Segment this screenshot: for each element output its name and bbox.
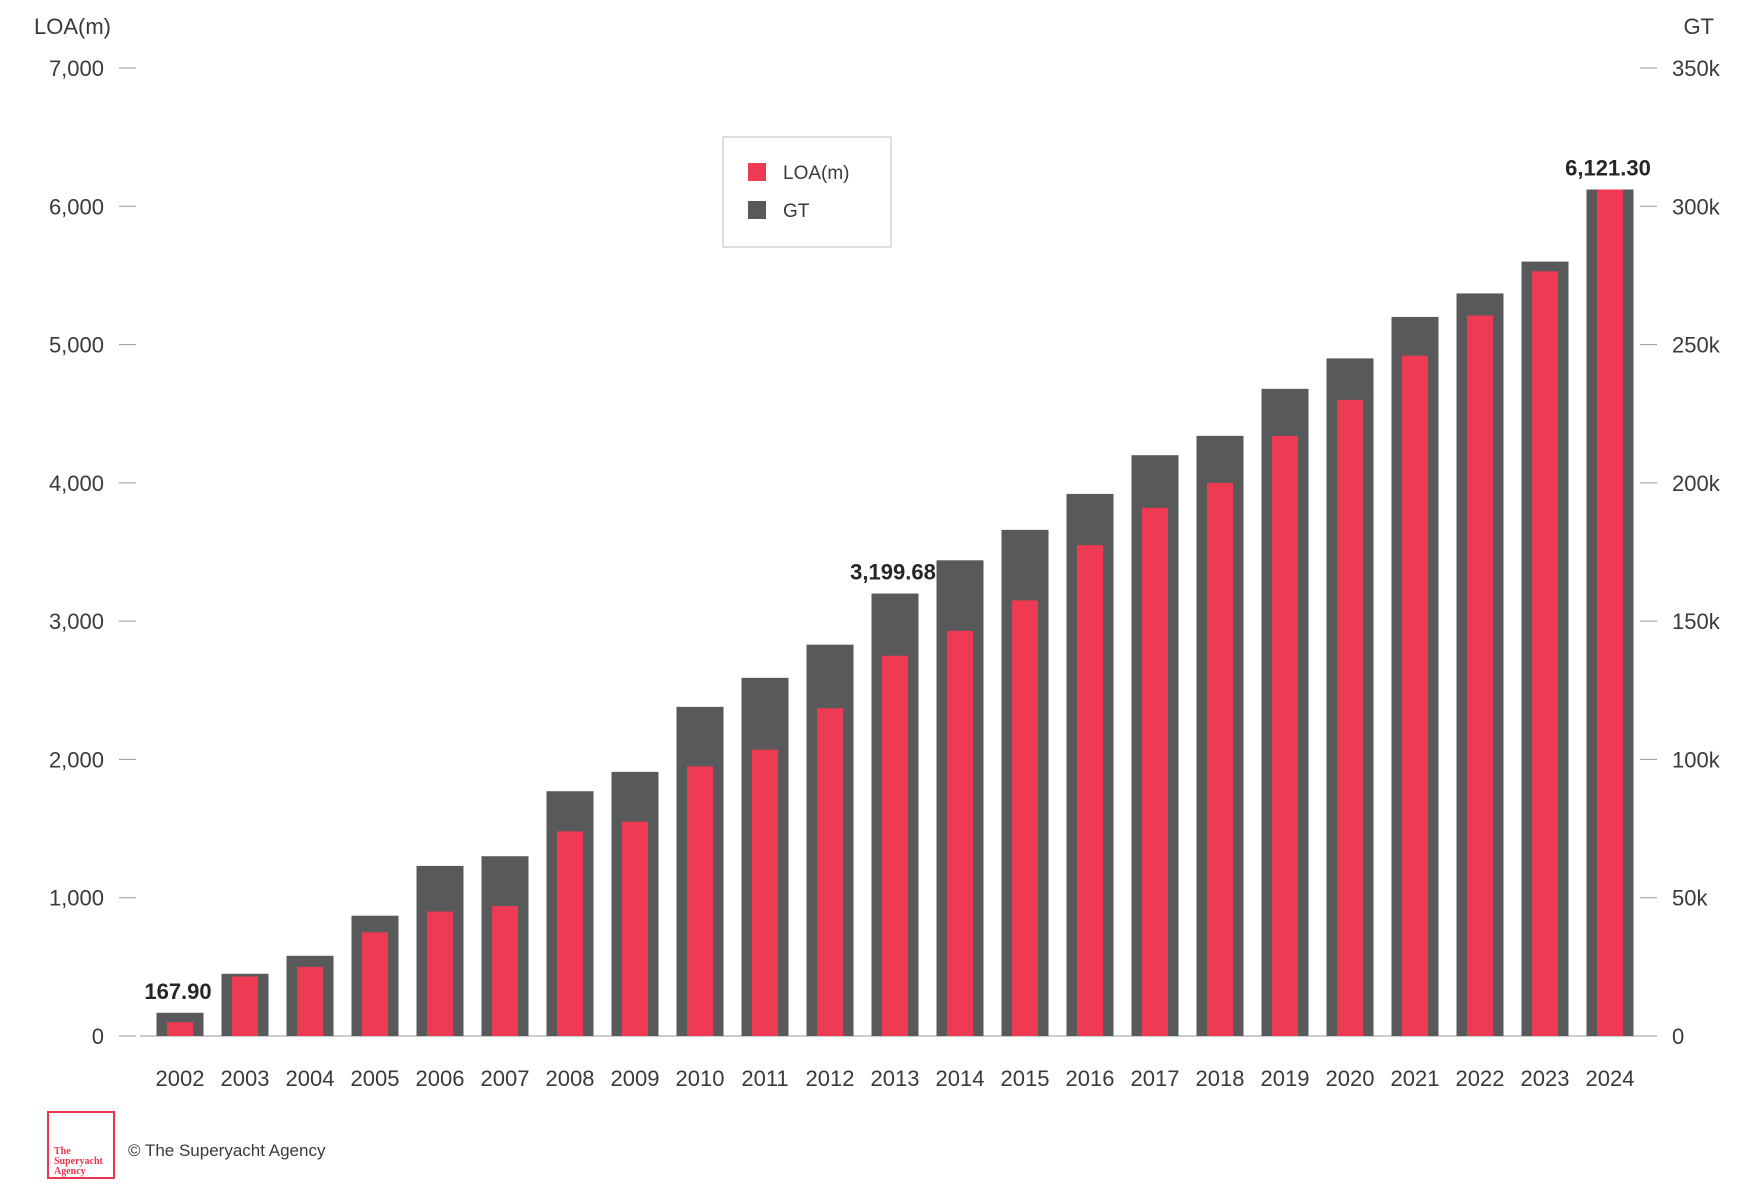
bars <box>156 189 1634 1037</box>
x-tick-label: 2014 <box>936 1066 985 1091</box>
x-tick-label: 2011 <box>741 1066 788 1091</box>
loa-bar <box>1467 315 1493 1036</box>
x-tick-label: 2021 <box>1391 1066 1440 1091</box>
loa-bar <box>817 708 843 1036</box>
logo-line-2: Superyacht <box>54 1156 103 1167</box>
loa-bar <box>1337 399 1363 1036</box>
loa-bar <box>1532 271 1558 1036</box>
logo-line-3: Agency <box>54 1166 86 1177</box>
y-left-tick-label: 4,000 <box>49 471 104 496</box>
legend: LOA(m) GT <box>722 136 892 248</box>
x-tick-label: 2016 <box>1066 1066 1115 1091</box>
x-tick-label: 2022 <box>1456 1066 1505 1091</box>
legend-label-gt: GT <box>783 201 810 222</box>
loa-bar <box>1077 545 1103 1036</box>
x-tick-label: 2024 <box>1586 1066 1635 1091</box>
x-tick-label: 2023 <box>1521 1066 1570 1091</box>
loa-bar <box>1272 435 1298 1037</box>
y-left-tick-label: 2,000 <box>49 747 104 772</box>
y-left-tick-label: 1,000 <box>49 886 104 911</box>
loa-bar <box>362 932 388 1036</box>
y-left-tick-label: 7,000 <box>49 56 104 81</box>
x-tick-label: 2010 <box>676 1066 725 1091</box>
y-left-axis-title: LOA(m) <box>34 14 111 39</box>
y-right-tick-label: 0 <box>1672 1024 1684 1049</box>
loa-bar <box>882 655 908 1036</box>
y-right-tick-label: 350k <box>1672 56 1721 81</box>
loa-bar <box>297 966 323 1036</box>
y-left-tick-label: 0 <box>92 1024 104 1049</box>
x-tick-label: 2018 <box>1196 1066 1245 1091</box>
loa-bar <box>687 766 713 1036</box>
x-tick-label: 2003 <box>221 1066 270 1091</box>
loa-bar <box>557 831 583 1036</box>
x-tick-label: 2002 <box>156 1066 205 1091</box>
y-right-tick-label: 300k <box>1672 194 1721 219</box>
loa-bar <box>622 821 648 1036</box>
x-tick-label: 2012 <box>806 1066 855 1091</box>
legend-label-loa: LOA(m) <box>783 163 850 184</box>
data-label: 6,121.30 <box>1565 156 1651 181</box>
y-left-ticks: 0 1,000 2,000 3,000 4,000 5,000 6,000 7,000 <box>49 56 136 1049</box>
x-tick-label: 2015 <box>1001 1066 1050 1091</box>
logo-line-1: The <box>54 1146 71 1157</box>
data-label: 3,199.68 <box>850 560 936 585</box>
y-right-tick-label: 200k <box>1672 471 1721 496</box>
y-right-tick-label: 50k <box>1672 886 1708 911</box>
y-right-tick-label: 250k <box>1672 333 1721 358</box>
y-left-tick-label: 5,000 <box>49 333 104 358</box>
loa-bar <box>1597 189 1623 1036</box>
y-right-axis-title: GT <box>1683 14 1714 39</box>
agency-logo: The Superyacht Agency <box>47 1111 115 1179</box>
x-tick-label: 2007 <box>481 1066 530 1091</box>
data-labels: 167.90 3,199.68 6,121.30 <box>144 156 1650 1004</box>
x-tick-label: 2006 <box>416 1066 465 1091</box>
x-tick-label: 2020 <box>1326 1066 1375 1091</box>
loa-bar <box>167 1022 193 1036</box>
copyright-credit: © The Superyacht Agency <box>128 1141 326 1160</box>
loa-bar <box>492 906 518 1036</box>
x-tick-label: 2019 <box>1261 1066 1310 1091</box>
loa-bar <box>752 749 778 1036</box>
x-tick-label: 2017 <box>1131 1066 1180 1091</box>
loa-bar <box>1142 507 1168 1037</box>
x-tick-labels: 2002 2003 2004 2005 2006 2007 2008 2009 2010 2011… <box>156 1066 1635 1091</box>
loa-bar <box>232 976 258 1036</box>
legend-swatch-loa <box>748 163 766 181</box>
agency-logo-text: The Superyacht Agency <box>54 1147 103 1177</box>
x-tick-label: 2008 <box>546 1066 595 1091</box>
x-tick-label: 2009 <box>611 1066 660 1091</box>
legend-swatch-gt <box>748 201 766 219</box>
x-tick-label: 2005 <box>351 1066 400 1091</box>
loa-bar <box>947 630 973 1036</box>
y-right-tick-label: 150k <box>1672 609 1721 634</box>
loa-bar <box>1207 482 1233 1036</box>
y-right-tick-label: 100k <box>1672 747 1721 772</box>
x-tick-label: 2013 <box>871 1066 920 1091</box>
y-right-ticks: 0 50k 100k 150k 200k 250k 300k 350k <box>1640 56 1721 1049</box>
y-left-tick-label: 6,000 <box>49 194 104 219</box>
y-left-tick-label: 3,000 <box>49 609 104 634</box>
loa-bar <box>427 911 453 1036</box>
loa-bar <box>1012 600 1038 1036</box>
x-tick-label: 2004 <box>286 1066 335 1091</box>
legend-box <box>722 136 892 248</box>
data-label: 167.90 <box>144 979 211 1004</box>
loa-bar <box>1402 355 1428 1036</box>
